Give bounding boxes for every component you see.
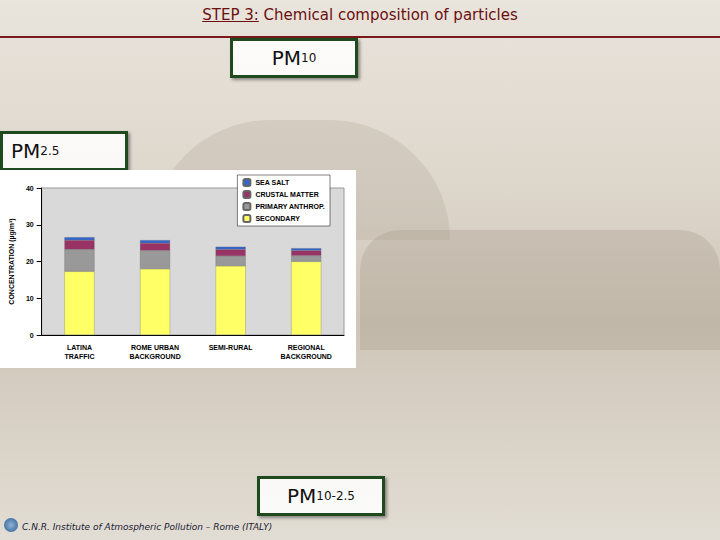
svg-text:CRUSTAL MATTER: CRUSTAL MATTER <box>255 191 318 198</box>
svg-text:PRIMARY ANTHROP.: PRIMARY ANTHROP. <box>255 203 324 210</box>
svg-text:SEMI-RURAL: SEMI-RURAL <box>209 344 254 351</box>
svg-text:BACKGROUND: BACKGROUND <box>129 353 180 360</box>
svg-text:SECONDARY: SECONDARY <box>255 215 300 222</box>
svg-text:20: 20 <box>26 258 34 265</box>
html-text:PM2.5: PM2.5 <box>11 139 60 163</box>
svg-text:TRAFFIC: TRAFFIC <box>64 353 94 360</box>
svg-text:ROME URBAN: ROME URBAN <box>131 344 179 351</box>
svg-text:BACKGROUND: BACKGROUND <box>281 353 332 360</box>
html-text:PM10: PM10 <box>271 46 317 70</box>
svg-text:LATINA: LATINA <box>67 344 92 351</box>
svg-text:CONCENTRATION (µg/m³): CONCENTRATION (µg/m³) <box>8 218 16 304</box>
svg-text:SEA SALT: SEA SALT <box>255 179 290 186</box>
svg-text:40: 40 <box>26 185 34 192</box>
svg-text:0: 0 <box>30 332 34 339</box>
svg-text:REGIONAL: REGIONAL <box>288 344 326 351</box>
html-text:PM10-2.5: PM10-2.5 <box>287 484 355 508</box>
svg-text:10: 10 <box>26 295 34 302</box>
svg-text:30: 30 <box>26 221 34 228</box>
html-text:STEP 3: Chemical composition o: STEP 3: Chemical composition of particle… <box>202 6 518 24</box>
html-text:C.N.R. Institute of Atmospheri: C.N.R. Institute of Atmospheric Pollutio… <box>22 522 273 532</box>
